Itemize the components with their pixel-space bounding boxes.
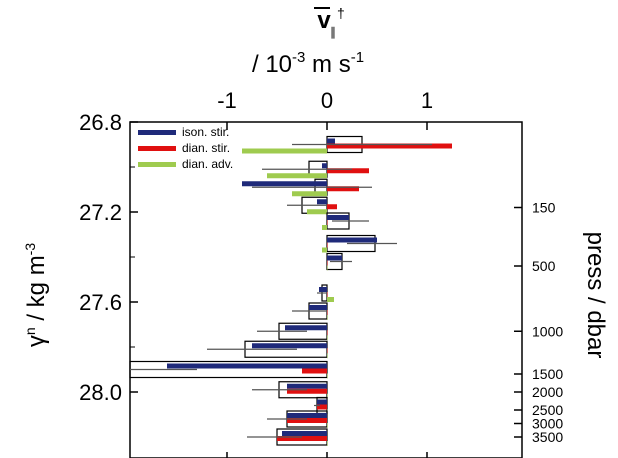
dian-adv-bar	[327, 335, 328, 341]
dian-adv-bar	[292, 191, 327, 197]
dian-adv-bar	[327, 441, 328, 446]
ison-stir-bar	[317, 399, 327, 405]
right-axis-title: press / dbar	[582, 232, 609, 359]
top-tick-label: 1	[421, 88, 433, 113]
plot-frame	[129, 121, 523, 458]
dian-stir-bar	[327, 186, 359, 192]
left-axis-sym: γ	[23, 335, 50, 347]
dian-adv-bar	[242, 148, 327, 154]
dian-stir-bar	[327, 143, 452, 149]
dian-adv-bar	[322, 247, 327, 253]
dian-stir-bar	[317, 404, 327, 410]
left-axis-sup: n	[22, 327, 38, 335]
top-axis-subscript: ∥	[330, 25, 336, 39]
dian-adv-bar	[327, 315, 328, 320]
dian-adv-bar	[327, 353, 328, 359]
dian-stir-bar	[302, 368, 327, 374]
ison-stir-bar	[282, 431, 327, 436]
dian-stir-bar	[327, 168, 369, 174]
legend-label: dian. stir.	[182, 141, 230, 155]
ison-stir-bar	[327, 138, 335, 144]
dian-adv-bar	[322, 225, 327, 230]
right-tick-label: 2500	[532, 402, 563, 418]
top-axis-superscript: †	[337, 5, 345, 21]
dian-adv-bar	[327, 393, 328, 399]
dian-adv-bar	[307, 209, 327, 215]
top-axis-units-prefix: / 10	[252, 51, 292, 78]
top-axis-units-exp: -3	[292, 49, 305, 66]
top-axis-title: v † ∥ / 10-3 m s-1	[252, 5, 364, 78]
ison-stir-bar	[287, 413, 327, 418]
dian-adv-bar	[327, 265, 328, 271]
left-tick-label: 27.2	[79, 200, 122, 225]
ison-stir-bar	[327, 237, 377, 243]
left-axis-title: γn / kg m-3	[22, 243, 50, 347]
ison-stir-bar	[317, 199, 327, 205]
dian-stir-bar	[327, 292, 328, 297]
right-tick-label: 500	[532, 258, 556, 274]
ison-stir-bar	[252, 343, 327, 349]
ison-stir-bar	[242, 181, 327, 187]
legend-label: dian. adv.	[182, 157, 233, 171]
legend-swatch	[138, 162, 176, 167]
dian-stir-bar	[327, 220, 328, 225]
ison-stir-bar	[167, 363, 327, 369]
right-tick-label: 3500	[532, 429, 563, 445]
ison-stir-bar	[309, 305, 327, 310]
right-tick-label: 1000	[532, 323, 563, 339]
dian-stir-bar	[327, 204, 337, 210]
dian-stir-bar	[327, 260, 328, 266]
right-tick-label: 150	[532, 200, 556, 216]
legend-label: ison. stir.	[182, 125, 229, 139]
dian-adv-bar	[327, 373, 328, 379]
ison-stir-bar	[285, 325, 327, 331]
dian-stir-bar	[327, 330, 328, 336]
top-axis-units: / 10-3 m s-1	[252, 49, 364, 78]
dian-stir-bar	[287, 388, 327, 394]
dian-adv-bar	[327, 423, 328, 428]
top-axis-units-mid: m s	[305, 51, 350, 78]
top-axis-units-exp2: -1	[351, 49, 364, 66]
right-tick-label: 1500	[532, 366, 563, 382]
dian-adv-bar	[267, 173, 327, 179]
right-axis-label: press / dbar	[582, 232, 609, 359]
svg-text:γn / kg m-3: γn / kg m-3	[22, 243, 50, 347]
top-axis-symbol: v	[317, 7, 331, 34]
ison-stir-bar	[327, 215, 349, 220]
dian-stir-bar	[327, 310, 328, 315]
ison-stir-bar	[287, 383, 327, 389]
ison-stir-bar	[319, 287, 327, 292]
right-tick-label: 2000	[532, 384, 563, 400]
top-tick-label: -1	[217, 88, 237, 113]
left-axis-exp: -3	[22, 243, 38, 256]
ison-stir-bar	[327, 255, 342, 261]
left-tick-label: 27.6	[79, 290, 122, 315]
legend-swatch	[138, 146, 176, 151]
legend: ison. stir. dian. stir. dian. adv.	[138, 125, 233, 171]
dian-stir-bar	[327, 348, 328, 354]
dian-adv-bar	[327, 297, 334, 302]
dian-stir-bar	[327, 242, 328, 248]
top-tick-label: 0	[321, 88, 333, 113]
marks-layer	[129, 135, 452, 446]
axis-layer: -1 0 1 26.8 27.2 27.6 28.0 150 500 1000 1500 2000 25…	[79, 88, 563, 458]
left-axis-mid: / kg m	[23, 255, 50, 327]
left-tick-label: 26.8	[79, 110, 122, 135]
dian-stir-bar	[287, 418, 327, 423]
legend-swatch	[138, 130, 176, 135]
ison-stir-bar	[322, 163, 327, 169]
left-tick-label: 28.0	[79, 380, 122, 405]
dian-stir-bar	[277, 436, 327, 441]
right-tick-label: 3000	[532, 416, 563, 432]
